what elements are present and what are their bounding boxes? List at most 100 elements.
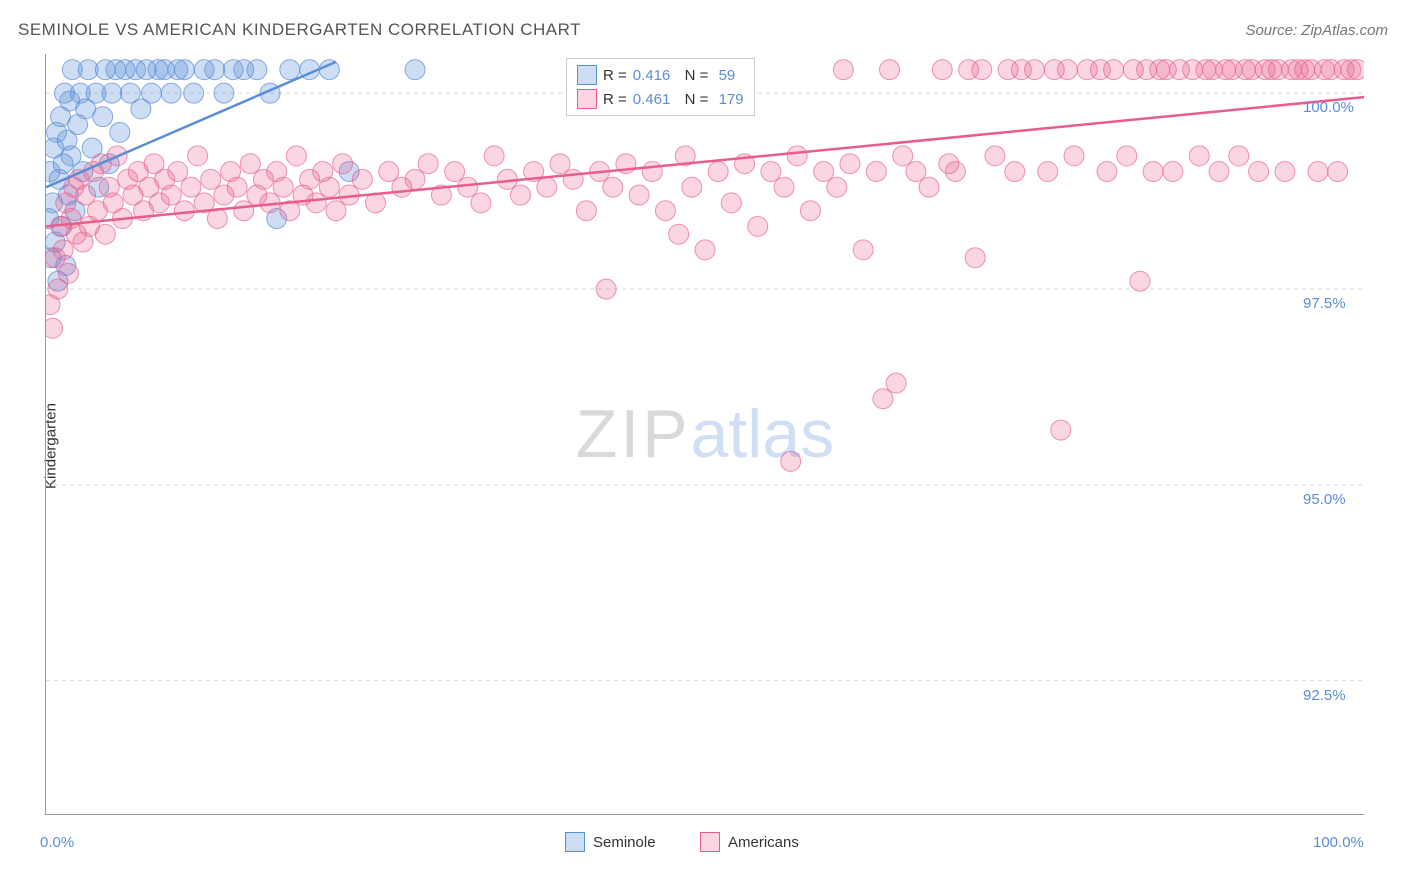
scatter-point [1117,146,1137,166]
scatter-point [174,201,194,221]
scatter-point [629,185,649,205]
scatter-point [510,185,530,205]
scatter-point [945,162,965,182]
trend-line [46,62,336,187]
scatter-point [405,60,425,80]
scatter-point [1057,60,1077,80]
scatter-point [919,177,939,197]
scatter-point [1209,162,1229,182]
scatter-point [596,279,616,299]
scatter-point [550,154,570,174]
legend-r-label: R = [603,91,627,108]
scatter-point [576,201,596,221]
scatter-point [1005,162,1025,182]
scatter-point [161,83,181,103]
scatter-plot-svg [46,54,1364,814]
scatter-point [774,177,794,197]
plot-area: ZIPatlas R = 0.416 N = 59R = 0.461 N = 1… [45,54,1364,815]
scatter-point [110,122,130,142]
scatter-point [721,193,741,213]
scatter-point [873,389,893,409]
scatter-point [1229,146,1249,166]
scatter-point [471,193,491,213]
scatter-point [563,169,583,189]
scatter-point [537,177,557,197]
scatter-point [1189,146,1209,166]
scatter-point [880,60,900,80]
scatter-point [227,177,247,197]
legend-swatch [577,89,597,109]
scatter-point [286,146,306,166]
scatter-point [814,162,834,182]
y-tick-label: 92.5% [1303,687,1346,704]
scatter-point [214,83,234,103]
scatter-point [682,177,702,197]
scatter-point [965,248,985,268]
scatter-point [247,60,267,80]
scatter-point [1347,60,1364,80]
scatter-point [405,169,425,189]
scatter-point [748,216,768,236]
scatter-point [201,169,221,189]
scatter-point [906,162,926,182]
legend-n-label: N = [676,67,708,84]
scatter-point [1249,162,1269,182]
scatter-point [352,169,372,189]
scatter-point [669,224,689,244]
y-tick-label: 100.0% [1303,99,1354,116]
legend-swatch [565,832,585,852]
scatter-point [484,146,504,166]
scatter-point [53,240,73,260]
scatter-point [1275,162,1295,182]
scatter-point [1038,162,1058,182]
scatter-point [240,154,260,174]
scatter-point [655,201,675,221]
scatter-point [418,154,438,174]
scatter-point [1308,162,1328,182]
source-credit: Source: ZipAtlas.com [1245,22,1388,39]
scatter-point [853,240,873,260]
scatter-point [1130,271,1150,291]
scatter-point [800,201,820,221]
scatter-point [141,83,161,103]
scatter-point [1143,162,1163,182]
scatter-point [642,162,662,182]
legend-r-label: R = [603,67,627,84]
bottom-legend-item: Americans [700,832,799,852]
scatter-point [273,177,293,197]
scatter-point [95,224,115,244]
scatter-point [781,451,801,471]
scatter-point [1328,162,1348,182]
scatter-point [188,146,208,166]
scatter-point [932,60,952,80]
legend-n-value: 179 [714,91,743,108]
scatter-point [93,107,113,127]
scatter-point [168,162,188,182]
legend-swatch [577,65,597,85]
scatter-point [827,177,847,197]
scatter-point [695,240,715,260]
scatter-point [603,177,623,197]
scatter-point [319,60,339,80]
scatter-point [58,263,78,283]
legend-swatch [700,832,720,852]
scatter-point [761,162,781,182]
scatter-point [46,318,63,338]
scatter-point [102,83,122,103]
scatter-point [445,162,465,182]
scatter-point [893,146,913,166]
scatter-point [1104,60,1124,80]
bottom-legend-label: Americans [728,834,799,851]
x-tick-label: 100.0% [1313,834,1364,851]
scatter-point [886,373,906,393]
legend-r-value: 0.416 [633,67,671,84]
x-tick-label: 0.0% [40,834,74,851]
y-tick-label: 95.0% [1303,491,1346,508]
scatter-point [972,60,992,80]
scatter-point [207,209,227,229]
scatter-point [787,146,807,166]
scatter-point [326,201,346,221]
scatter-point [319,177,339,197]
scatter-point [458,177,478,197]
y-tick-label: 97.5% [1303,295,1346,312]
